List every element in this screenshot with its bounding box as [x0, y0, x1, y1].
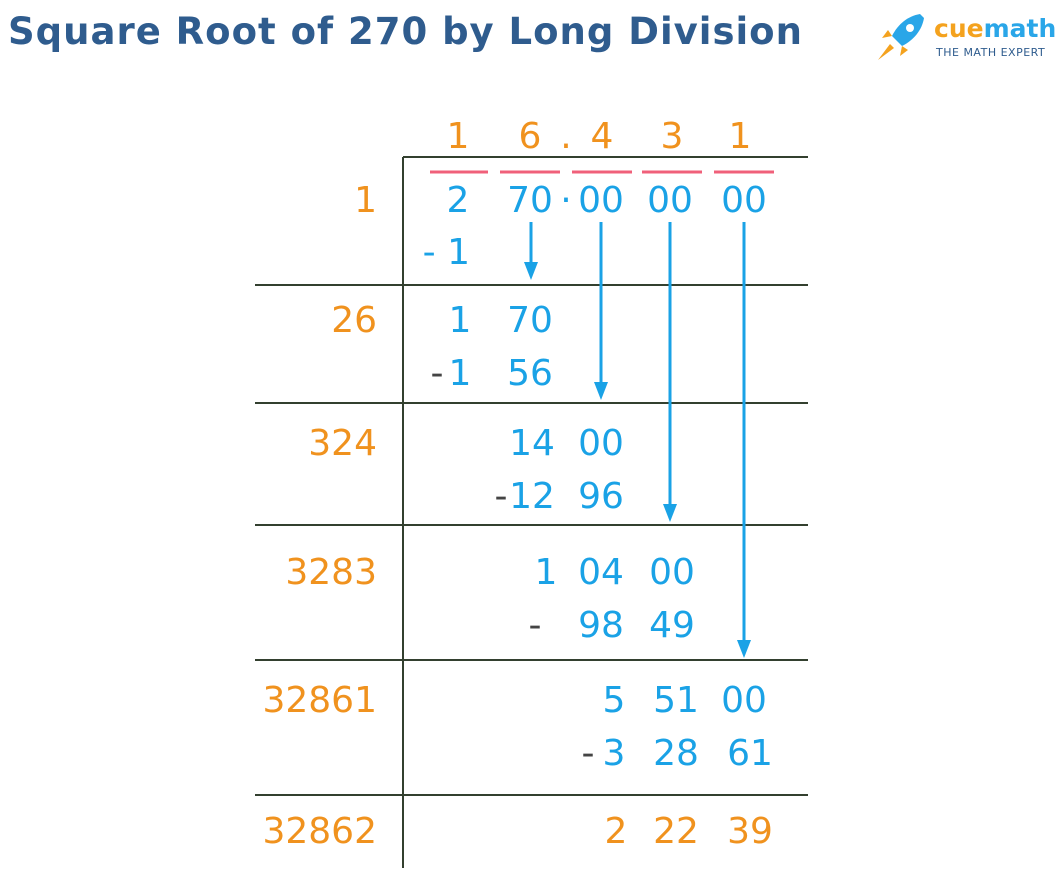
- step-value: 70: [507, 300, 553, 341]
- divisor-label: 26: [331, 300, 377, 341]
- quotient-digit: 4: [591, 116, 614, 157]
- step-value: 1: [535, 552, 558, 593]
- divisor-label: 32862: [262, 811, 377, 852]
- step-value: 51: [653, 680, 699, 721]
- remainder-value: 39: [727, 811, 773, 852]
- divisor-label: 3283: [285, 552, 377, 593]
- quotient-digit: 1: [447, 116, 470, 157]
- page-title: Square Root of 270 by Long Division: [8, 10, 803, 53]
- step-value: 14: [509, 423, 555, 464]
- step-value: 5: [603, 680, 626, 721]
- arrow-icon: [663, 222, 677, 522]
- subtract-value: 1: [449, 353, 472, 394]
- dividend-group: 00: [647, 180, 693, 221]
- quotient-digit: 6: [519, 116, 542, 157]
- minus-sign: -: [431, 353, 444, 394]
- step-value: 04: [578, 552, 624, 593]
- divisor-label: 32861: [262, 680, 377, 721]
- arrow-icon: [737, 222, 751, 658]
- dividend-group: 70: [507, 180, 553, 221]
- dividend-point: ·: [560, 180, 571, 221]
- step-value: 00: [578, 423, 624, 464]
- remainder-value: 2: [605, 811, 628, 852]
- dividend-group: 00: [721, 180, 767, 221]
- subtract-value: 96: [578, 476, 624, 517]
- quotient-digit: 3: [661, 116, 684, 157]
- subtract-value: 56: [507, 353, 553, 394]
- divisor-label: 324: [308, 423, 377, 464]
- subtract-value: 12: [509, 476, 555, 517]
- subtract-value: 98: [578, 605, 624, 646]
- brand-part2: math: [983, 14, 1057, 43]
- subtract-value: 61: [727, 733, 773, 774]
- subtract-value: 28: [653, 733, 699, 774]
- arrow-icon: [524, 222, 538, 280]
- divisor-label: 1: [354, 180, 377, 221]
- remainder-value: 22: [653, 811, 699, 852]
- minus-sign: -: [495, 476, 508, 517]
- brand-part1: cue: [934, 14, 984, 43]
- minus-sign: -: [582, 733, 595, 774]
- subtract-value: 49: [649, 605, 695, 646]
- dividend-group: 00: [578, 180, 624, 221]
- rocket-icon: [878, 14, 924, 60]
- step-value: 00: [721, 680, 767, 721]
- arrow-icon: [594, 222, 608, 400]
- step-value: 1: [449, 300, 472, 341]
- step-value: 00: [649, 552, 695, 593]
- quotient-point: .: [560, 116, 571, 157]
- brand-name: cuemath: [934, 14, 1056, 43]
- minus-sign: -: [529, 605, 542, 646]
- cuemath-logo-icon: [878, 14, 924, 60]
- subtract-value: 3: [603, 733, 626, 774]
- dividend-group: 2: [447, 180, 470, 221]
- brand-tagline: THE MATH EXPERT: [936, 46, 1046, 59]
- quotient-digit: 1: [729, 116, 752, 157]
- subtract-value: - 1: [423, 232, 470, 273]
